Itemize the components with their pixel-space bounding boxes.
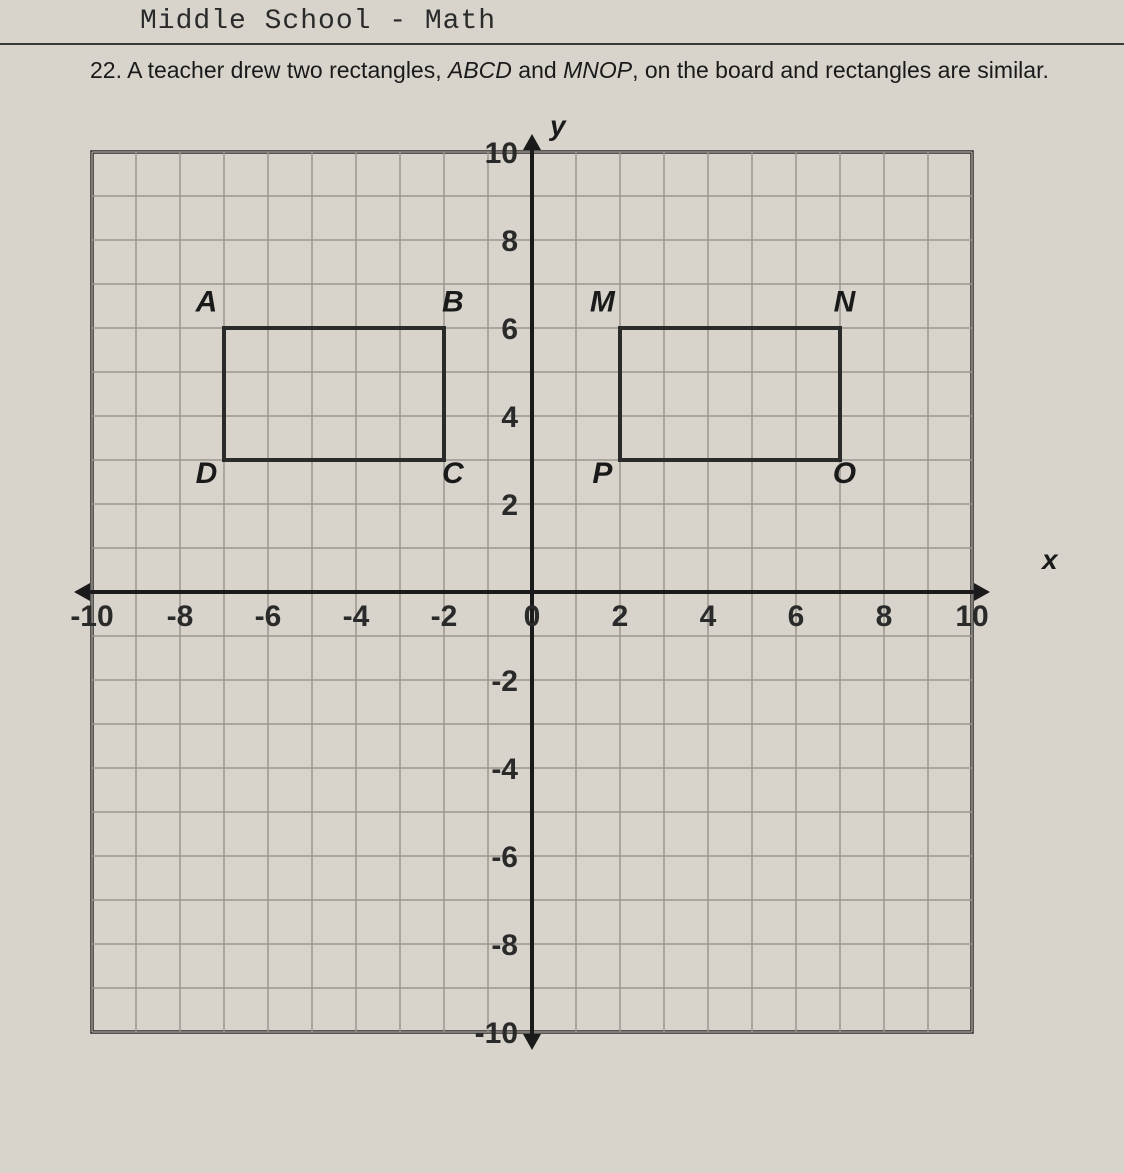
- y-axis-label: y: [550, 110, 566, 142]
- x-tick-label: -8: [167, 600, 194, 633]
- grid-svg: -10-8-6-4-20246810108642-2-4-6-8-10ABCDM…: [42, 112, 1082, 1092]
- axis-arrow-icon: [74, 583, 90, 601]
- axis-arrow-icon: [523, 134, 541, 150]
- x-tick-label: -4: [343, 600, 370, 633]
- x-tick-label: 8: [876, 600, 893, 633]
- page-header: Middle School - Math: [0, 0, 1124, 41]
- vertex-label-N: N: [834, 286, 857, 319]
- y-tick-label: 10: [485, 137, 518, 170]
- vertex-label-O: O: [833, 457, 856, 490]
- x-tick-label: 4: [700, 600, 717, 633]
- question-part-mid: and: [512, 57, 563, 83]
- vertex-label-B: B: [442, 286, 464, 319]
- x-tick-label: 6: [788, 600, 805, 633]
- vertex-label-C: C: [442, 457, 465, 490]
- question-text: 22. A teacher drew two rectangles, ABCD …: [0, 55, 1124, 86]
- question-part-before: A teacher drew two rectangles,: [127, 57, 448, 83]
- vertex-label-A: A: [195, 286, 218, 319]
- y-tick-label: -2: [491, 665, 518, 698]
- question-number: 22.: [90, 57, 122, 83]
- y-tick-label: -4: [491, 753, 518, 786]
- x-tick-label: 0: [524, 600, 541, 633]
- x-tick-label: -2: [431, 600, 458, 633]
- rect-name-2: MNOP: [563, 57, 632, 83]
- vertex-label-D: D: [196, 457, 218, 490]
- header-divider: [0, 43, 1124, 45]
- y-tick-label: 4: [501, 401, 518, 434]
- x-tick-label: 2: [612, 600, 629, 633]
- vertex-label-M: M: [590, 286, 616, 319]
- question-part-after: , on the board and rectangles are simila…: [632, 57, 1049, 83]
- header-title: Middle School - Math: [140, 6, 496, 37]
- y-tick-label: -6: [491, 841, 518, 874]
- y-tick-label: 6: [501, 313, 518, 346]
- y-tick-label: -10: [475, 1017, 518, 1050]
- axis-arrow-icon: [974, 583, 990, 601]
- coordinate-plane: y x -10-8-6-4-20246810108642-2-4-6-8-10A…: [42, 112, 1082, 1092]
- x-tick-label: -6: [255, 600, 282, 633]
- vertex-label-P: P: [592, 457, 613, 490]
- y-tick-label: 8: [501, 225, 518, 258]
- x-tick-label: -10: [70, 600, 113, 633]
- y-tick-label: 2: [501, 489, 518, 522]
- x-tick-label: 10: [955, 600, 988, 633]
- x-axis-label: x: [1042, 544, 1058, 576]
- rectangle-ABCD: [224, 328, 444, 460]
- rect-name-1: ABCD: [448, 57, 512, 83]
- y-tick-label: -8: [491, 929, 518, 962]
- rectangle-MNOP: [620, 328, 840, 460]
- axis-arrow-icon: [523, 1034, 541, 1050]
